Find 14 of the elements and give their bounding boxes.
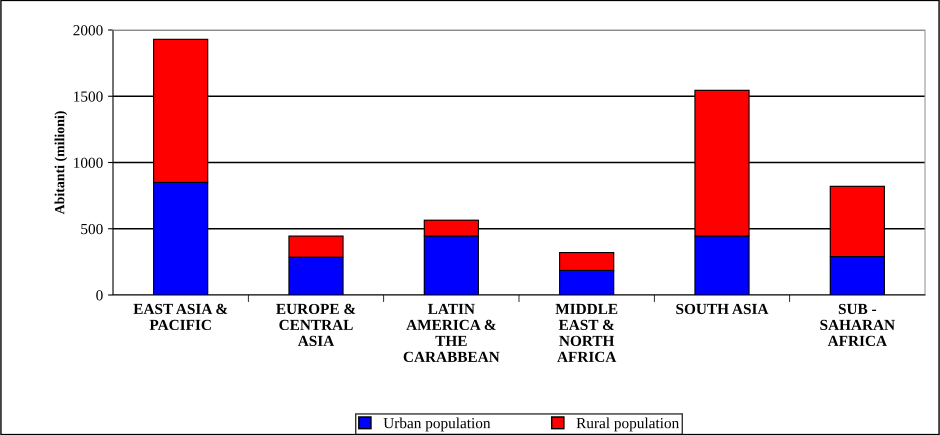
x-tick-label: EUROPE & CENTRAL ASIA — [276, 304, 356, 346]
y-tick-label: 1000 — [74, 158, 103, 168]
y-tick-label: 1500 — [74, 91, 103, 102]
legend-label: Urban population — [384, 418, 490, 432]
y-tick-label: 0 — [96, 290, 103, 300]
x-tick-label: SUB - SAHARAN AFRICA — [820, 304, 895, 346]
y-tick-label: 500 — [81, 224, 103, 234]
y-axis-title: Abitanti (milioni) — [54, 111, 68, 214]
x-tick-label: SOUTH ASIA — [676, 304, 768, 314]
legend-label: Rural population — [576, 418, 679, 432]
x-tick-label: LATIN AMERICA & THE CARABBEAN — [404, 304, 500, 362]
x-tick-label: EAST ASIA & PACIFIC — [134, 304, 228, 330]
y-tick-label: 2000 — [73, 25, 103, 36]
x-tick-label: MIDDLE EAST & NORTH AFRICA — [556, 304, 618, 362]
